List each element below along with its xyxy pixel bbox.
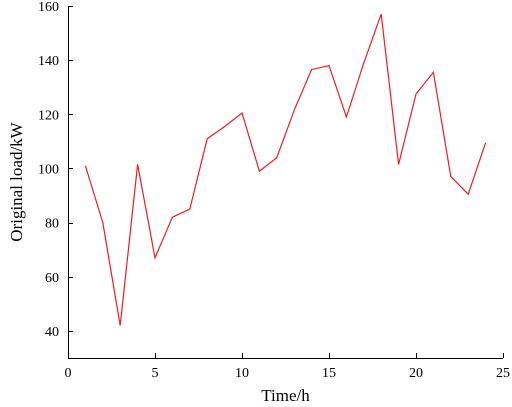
y-tick-label: 140 — [38, 54, 59, 69]
y-axis-ticks: 40 60 80 100 120 140 160 — [38, 0, 73, 340]
series-line — [84, 13, 487, 326]
x-tick-label: 25 — [496, 366, 510, 381]
x-axis-ticks: 0 5 10 15 20 25 — [65, 353, 510, 381]
y-tick-label: 80 — [45, 217, 59, 232]
y-tick-label: 160 — [38, 0, 59, 15]
y-tick-label: 120 — [38, 108, 59, 123]
x-tick-label: 10 — [235, 366, 249, 381]
y-tick-label: 60 — [45, 271, 59, 286]
x-tick-label: 15 — [322, 366, 336, 381]
x-axis-title: Time/h — [261, 386, 310, 405]
x-tick-label: 0 — [65, 366, 72, 381]
y-tick-label: 40 — [45, 325, 59, 340]
plot-series — [84, 13, 487, 326]
x-tick-label: 20 — [409, 366, 423, 381]
x-tick-label: 5 — [152, 366, 159, 381]
y-axis-title: Original load/kW — [7, 121, 26, 241]
y-tick-label: 100 — [38, 162, 59, 177]
axes-frame — [68, 6, 503, 359]
